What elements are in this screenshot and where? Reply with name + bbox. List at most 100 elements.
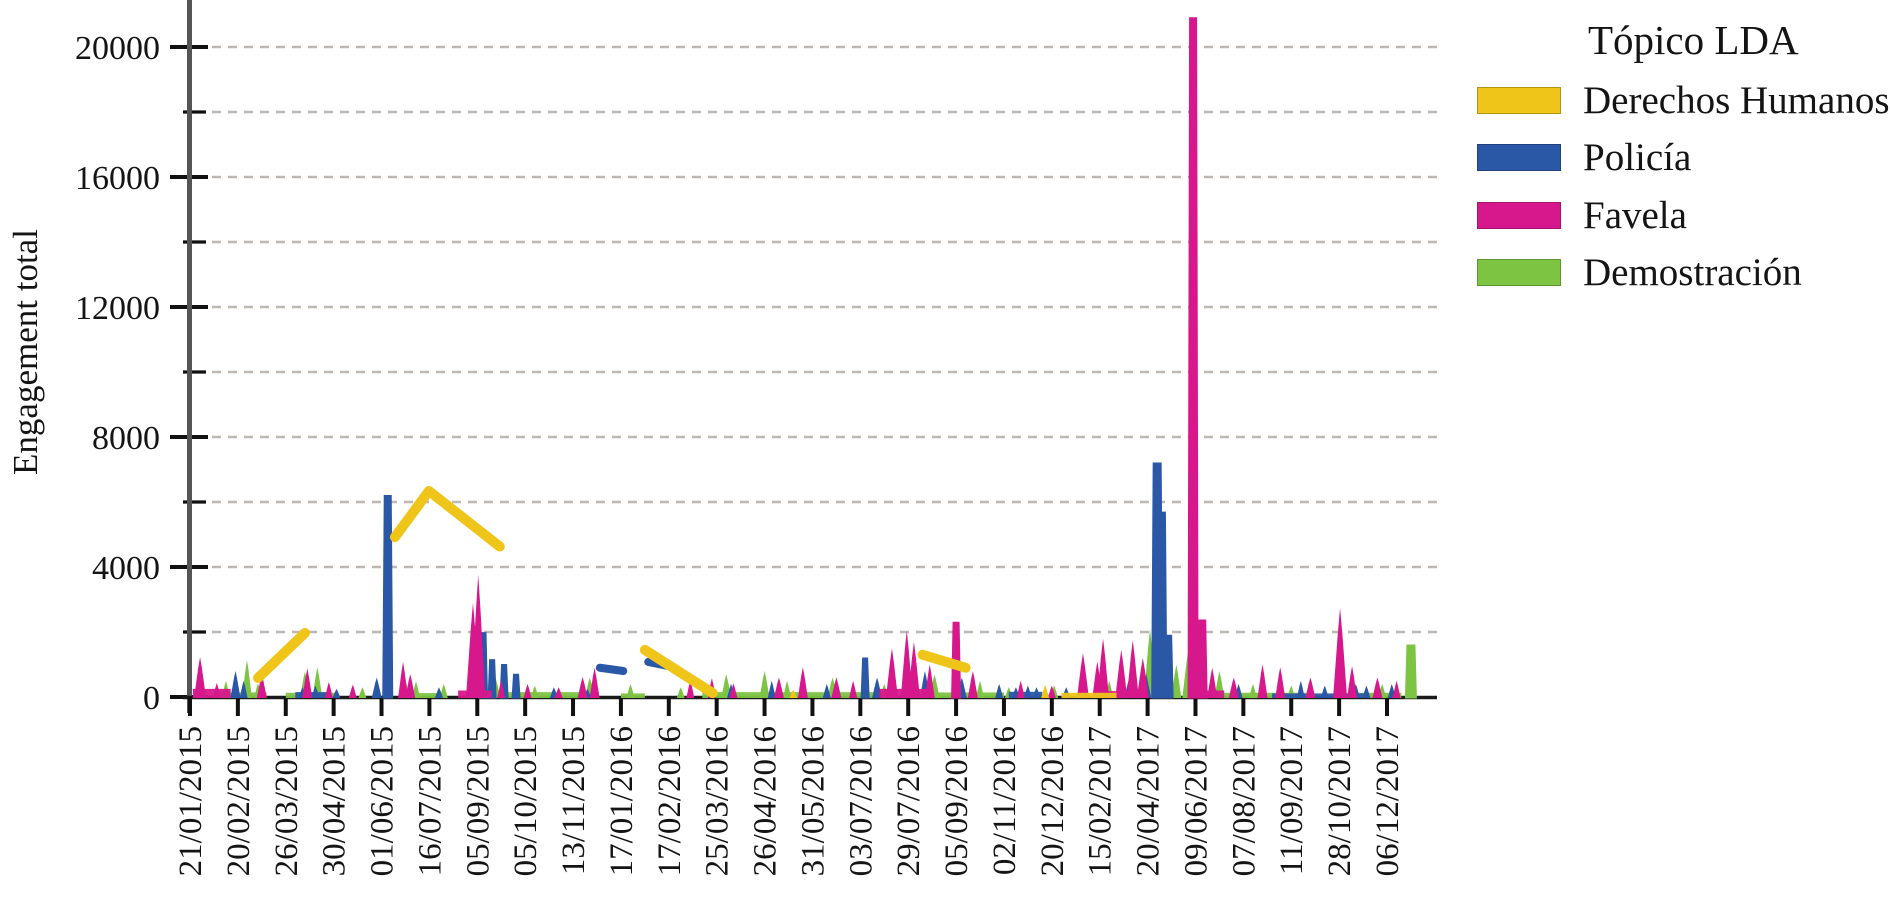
series-derechos-humanos-line bbox=[389, 485, 505, 552]
x-tick-label: 07/08/2017 bbox=[1226, 726, 1262, 876]
series-favela-spike bbox=[589, 667, 600, 698]
x-tick-label: 02/11/2016 bbox=[987, 726, 1023, 875]
series-policia-spike bbox=[311, 685, 320, 698]
x-tick-label: 16/07/2015 bbox=[412, 726, 448, 876]
policia-swatch-icon bbox=[1477, 143, 1561, 171]
series-favela-spike bbox=[405, 674, 416, 698]
series-favela-spike bbox=[849, 680, 858, 698]
x-tick-label: 03/07/2016 bbox=[843, 726, 879, 876]
series-derechos-humanos-line bbox=[639, 644, 718, 699]
series-derechos-humanos-spike bbox=[1041, 684, 1050, 698]
y-tick-label: 12000 bbox=[75, 290, 160, 327]
series-favela-spike bbox=[1115, 649, 1128, 698]
x-tick-label: 31/05/2016 bbox=[795, 726, 831, 876]
legend-item-favela: Favela bbox=[1477, 195, 1687, 235]
series-policia-bar bbox=[1159, 511, 1168, 699]
series-favela-spike bbox=[1275, 667, 1286, 698]
series-favela-bar bbox=[1187, 17, 1199, 699]
series-favela-spike bbox=[577, 677, 588, 698]
favela-swatch-icon bbox=[1477, 201, 1561, 229]
x-tick-label: 06/12/2017 bbox=[1370, 726, 1406, 876]
series-demostracion-run bbox=[400, 693, 444, 698]
series-favela-spike bbox=[554, 687, 563, 698]
legend-item-label: Derechos Humanos bbox=[1583, 78, 1890, 122]
series-favela-spike bbox=[324, 682, 333, 698]
series-favela-spike bbox=[967, 671, 978, 698]
x-tick-label: 21/01/2015 bbox=[173, 726, 209, 876]
series-policia-spike bbox=[1032, 687, 1041, 698]
series-favela-spike bbox=[729, 683, 738, 698]
legend: Tópico LDA Derechos Humanos Policía Fave… bbox=[1477, 0, 1890, 310]
series-demostracion-spike bbox=[759, 671, 770, 698]
series-favela-spike bbox=[348, 684, 357, 698]
series-favela-spike bbox=[1347, 666, 1358, 698]
series-favela-spike bbox=[1228, 677, 1239, 698]
series-policia-spike bbox=[767, 680, 776, 698]
series-favela-spike bbox=[471, 574, 486, 698]
series-policia-spike bbox=[332, 688, 341, 698]
series-policia-spike bbox=[239, 680, 248, 698]
series-policia-bar bbox=[511, 673, 521, 699]
x-tick-label: 17/02/2016 bbox=[652, 726, 688, 876]
x-tick-label: 13/11/2015 bbox=[556, 726, 592, 875]
series-favela-spike bbox=[1136, 658, 1149, 698]
series-policia-run bbox=[295, 692, 329, 698]
series-favela-bar bbox=[1196, 619, 1208, 699]
y-axis-title: Engagement total bbox=[6, 229, 45, 475]
series-favela-spike bbox=[256, 674, 267, 698]
x-tick-label: 01/06/2015 bbox=[365, 726, 401, 876]
series-demostracion-spike bbox=[439, 684, 448, 698]
legend-item-label: Demostración bbox=[1583, 250, 1802, 294]
legend-title: Tópico LDA bbox=[1588, 17, 1799, 63]
x-tick-label: 05/10/2015 bbox=[508, 726, 544, 876]
series-favela-spike bbox=[1076, 653, 1089, 698]
x-tick-label: 28/10/2017 bbox=[1322, 726, 1358, 876]
x-tick-label: 20/04/2017 bbox=[1131, 726, 1167, 876]
series-favela-spike bbox=[302, 668, 313, 698]
series-favela-run bbox=[192, 688, 231, 698]
x-tick-label: 29/07/2016 bbox=[891, 726, 927, 876]
x-tick-label: 09/06/2017 bbox=[1178, 726, 1214, 876]
x-tick-label: 26/03/2015 bbox=[269, 726, 305, 876]
series-policia-bar bbox=[1164, 634, 1174, 699]
series-favela-spike bbox=[212, 683, 221, 698]
series-favela-spike bbox=[194, 657, 207, 698]
series-demostracion-spike bbox=[358, 687, 367, 698]
series-favela-spike bbox=[686, 680, 695, 698]
legend-item-label: Favela bbox=[1583, 193, 1687, 237]
series-policia-spike bbox=[995, 684, 1004, 698]
series-favela-spike bbox=[497, 680, 506, 698]
series-favela-spike bbox=[1207, 667, 1218, 698]
series-favela-spike bbox=[1333, 607, 1348, 698]
series-derechos-humanos-line bbox=[917, 649, 971, 673]
y-tick-label: 8000 bbox=[92, 420, 160, 457]
x-tick-label: 05/09/2015 bbox=[460, 726, 496, 876]
series-favela-spike bbox=[523, 684, 532, 698]
series-favela-spike bbox=[924, 664, 935, 698]
series-demostracion-spike bbox=[626, 684, 635, 698]
series-policia-spike bbox=[1023, 685, 1032, 698]
series-policia-spike bbox=[1362, 685, 1371, 698]
series-derechos-humanos-spike bbox=[789, 689, 798, 698]
series-demostracion-spike bbox=[1248, 684, 1257, 698]
series-policia-spike bbox=[1296, 680, 1305, 698]
series-demostracion-bar bbox=[1404, 644, 1417, 699]
y-tick-label: 20000 bbox=[75, 30, 160, 67]
legend-item-label: Policía bbox=[1583, 135, 1692, 179]
x-tick-label: 05/09/2016 bbox=[939, 726, 975, 876]
y-tick-label: 4000 bbox=[92, 550, 160, 587]
series-demostracion-run bbox=[1209, 692, 1306, 698]
series-demostracion-spike bbox=[976, 680, 985, 698]
x-tick-label: 30/04/2015 bbox=[317, 726, 353, 876]
series-policia-spike bbox=[230, 671, 241, 698]
series-favela-spike bbox=[831, 677, 842, 698]
x-tick-label: 15/02/2017 bbox=[1083, 726, 1119, 876]
series-favela-spike bbox=[1257, 664, 1268, 698]
series-policia-bar bbox=[487, 659, 497, 699]
x-tick-label: 26/04/2016 bbox=[748, 726, 784, 876]
legend-item-policia: Policía bbox=[1477, 137, 1691, 177]
series-policia-spike bbox=[1320, 685, 1329, 698]
series-favela-spike bbox=[1305, 677, 1316, 698]
series-favela-spike bbox=[1126, 640, 1139, 698]
x-tick-label: 11/09/2017 bbox=[1274, 726, 1310, 875]
